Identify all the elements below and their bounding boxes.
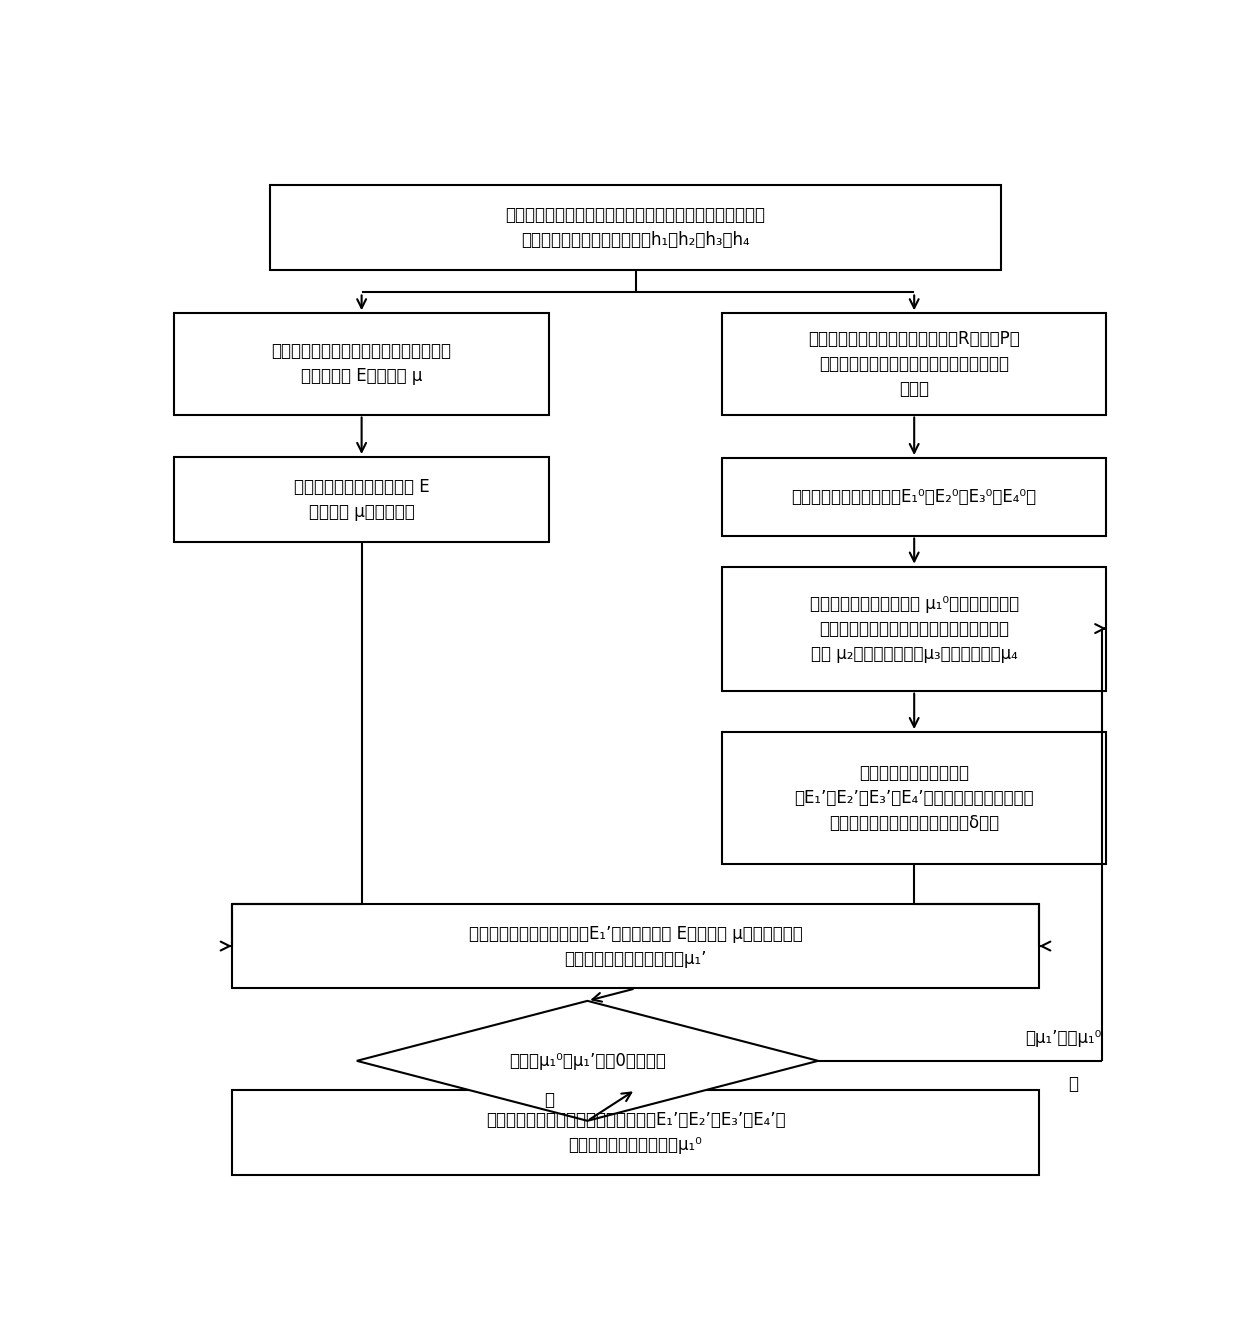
Polygon shape xyxy=(357,1001,818,1121)
FancyBboxPatch shape xyxy=(270,185,1001,270)
FancyBboxPatch shape xyxy=(232,1089,1039,1175)
FancyBboxPatch shape xyxy=(722,458,1106,536)
Text: 计算结束，确定各结构层最终的模量（E₁’，E₂’，E₃’，E₄’）
和氥青面层最终的泊松比μ₁⁰: 计算结束，确定各结构层最终的模量（E₁’，E₂’，E₃’，E₄’） 和氥青面层最… xyxy=(486,1111,785,1154)
FancyBboxPatch shape xyxy=(722,567,1106,690)
Text: 是: 是 xyxy=(544,1091,554,1109)
FancyBboxPatch shape xyxy=(722,732,1106,865)
FancyBboxPatch shape xyxy=(722,313,1106,415)
Text: 通过落锤弯沉仪在路表施加半径为R的荷载P，
测定各测点的路表弯沉，获得一组实测弯沉
盆数据: 通过落锤弯沉仪在路表施加半径为R的荷载P， 测定各测点的路表弯沉，获得一组实测弯… xyxy=(808,330,1021,398)
Text: 将反演计算的氥青面层模量E₁’代入动态模量 E与泊松比 μ的关系模型，
得到氥青面层的修正泊松比μ₁’: 将反演计算的氥青面层模量E₁’代入动态模量 E与泊松比 μ的关系模型， 得到氥青… xyxy=(469,924,802,967)
Text: 否: 否 xyxy=(1068,1074,1078,1093)
FancyBboxPatch shape xyxy=(232,904,1039,988)
Text: 将氥青路面结构划分为氥青面层、基层、底基层和土基四层
确定各结构层铺筑材料与厚度h₁，h₂，h₃，h₄: 将氥青路面结构划分为氥青面层、基层、底基层和土基四层 确定各结构层铺筑材料与厚度… xyxy=(506,205,765,248)
FancyBboxPatch shape xyxy=(174,313,549,415)
Text: 判定｜μ₁⁰－μ₁’｜＝0是否成立: 判定｜μ₁⁰－μ₁’｜＝0是否成立 xyxy=(508,1052,666,1070)
Text: 假定各结构层初始模量（E₁⁰，E₂⁰，E₃⁰，E₄⁰）: 假定各结构层初始模量（E₁⁰，E₂⁰，E₃⁰，E₄⁰） xyxy=(791,488,1037,506)
FancyBboxPatch shape xyxy=(174,457,549,541)
Text: 室内测定氥青面层材料在不同温度和频率
的动态模量 E和泊松比 μ: 室内测定氥青面层材料在不同温度和频率 的动态模量 E和泊松比 μ xyxy=(272,342,451,385)
Text: 反演得到各结构层的模量
（E₁’，E₂’，E₃’，E₄’），使其对应的计算理论
弯沉盆与实测弯沉盆的匹配误差δ最小: 反演得到各结构层的模量 （E₁’，E₂’，E₃’，E₄’），使其对应的计算理论 … xyxy=(795,764,1034,833)
Text: 假定氥青面层初始泊松比 μ₁⁰，依照设计规范
中的材料泊松比取値要求，直接确定基层泊
松比 μ₂、底基层泊松比μ₃和土基泊松比μ₄: 假定氥青面层初始泊松比 μ₁⁰，依照设计规范 中的材料泊松比取値要求，直接确定基… xyxy=(810,595,1019,662)
Text: 将μ₁’取代μ₁⁰: 将μ₁’取代μ₁⁰ xyxy=(1025,1029,1101,1048)
Text: 建立氥青面层材料动态模量 E
与泊松比 μ的关系模型: 建立氥青面层材料动态模量 E 与泊松比 μ的关系模型 xyxy=(294,478,429,521)
